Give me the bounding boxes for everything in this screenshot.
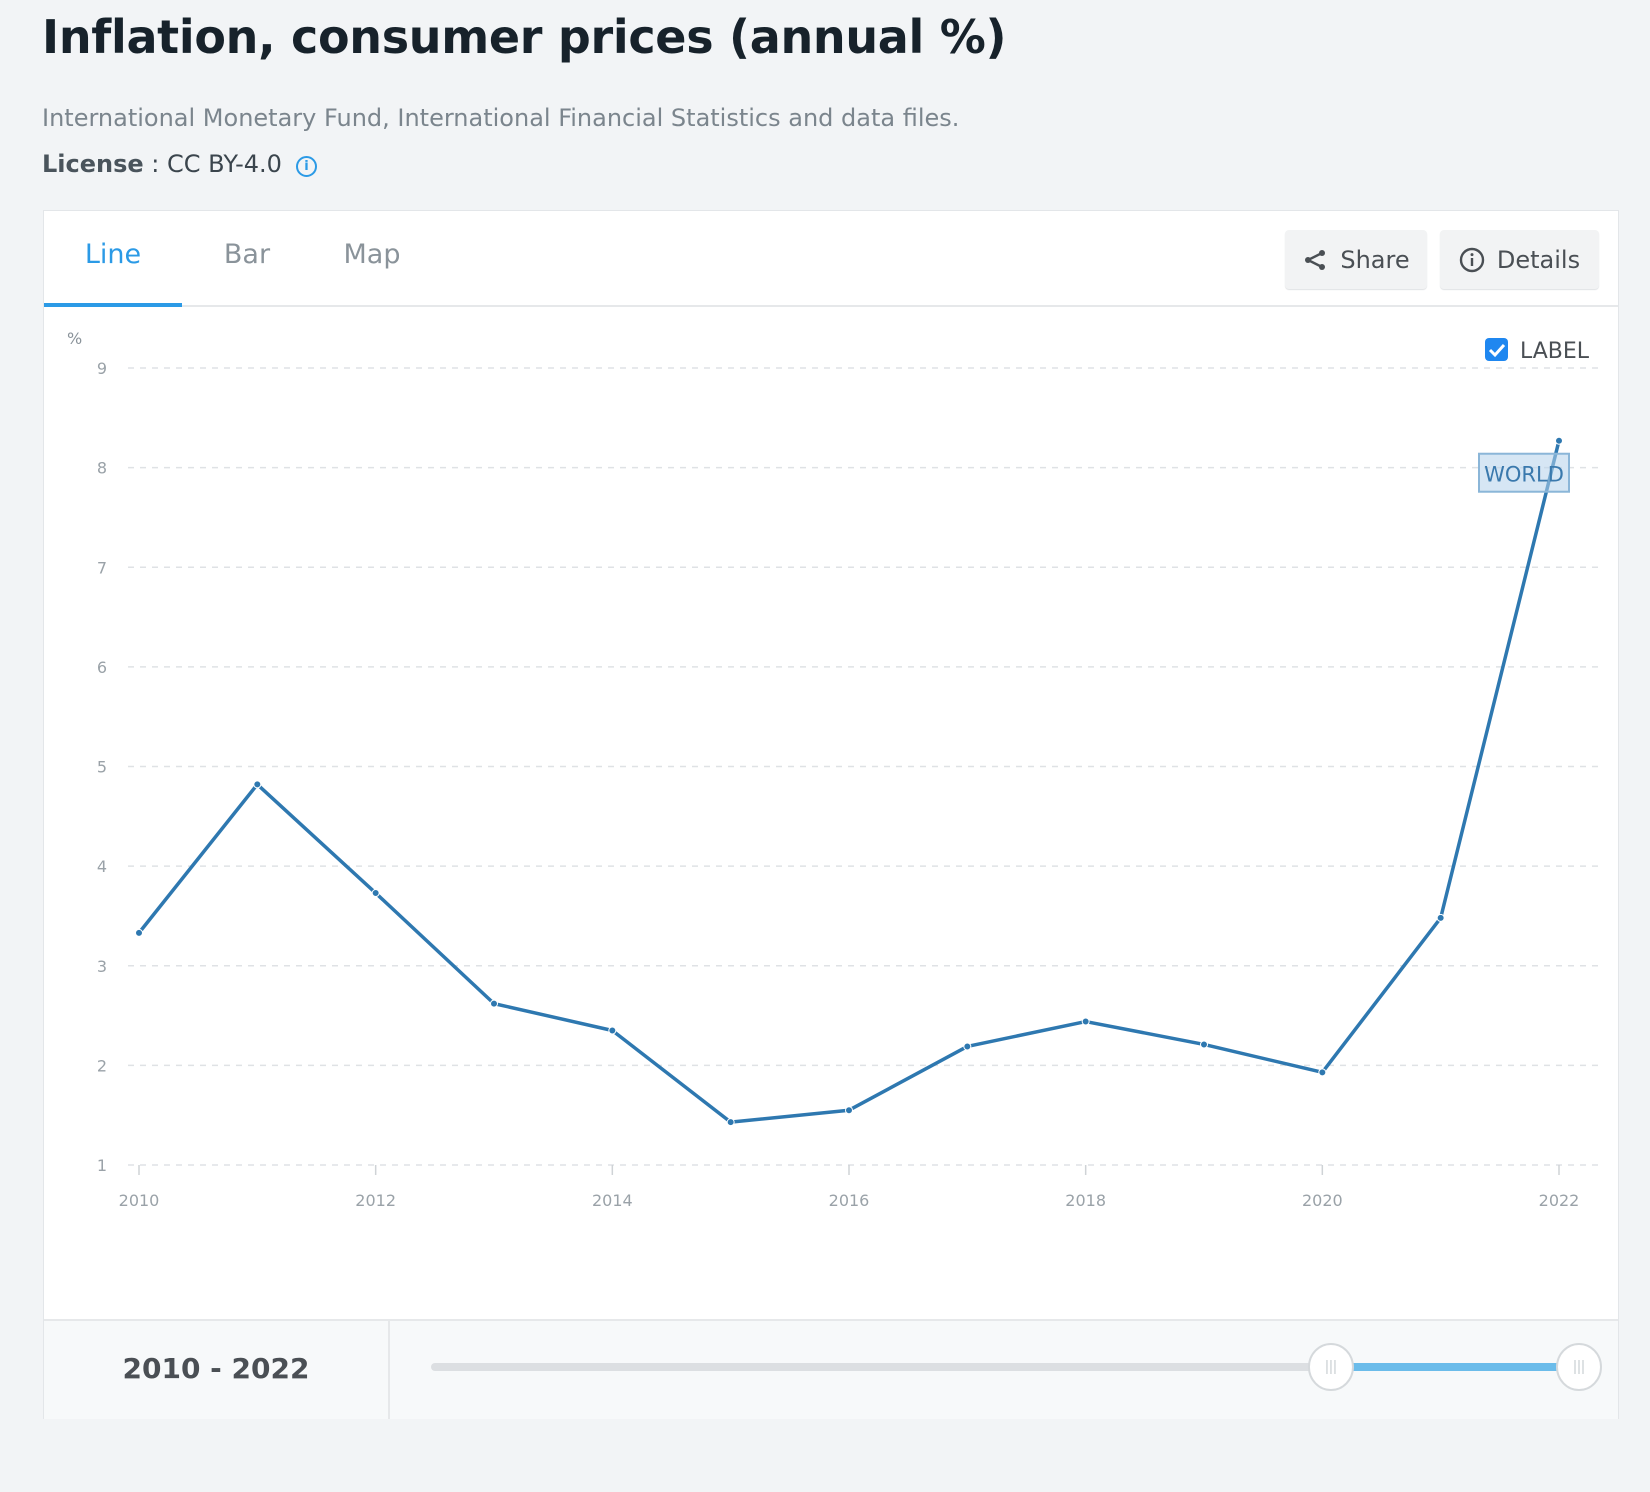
license-label: License <box>42 150 144 178</box>
y-tick-label: 7 <box>97 558 107 577</box>
data-point[interactable] <box>608 1026 617 1035</box>
info-icon[interactable]: i <box>295 156 317 177</box>
x-tick-label: 2022 <box>1539 1191 1580 1210</box>
tab-map[interactable]: Map <box>343 239 401 270</box>
y-tick-label: 6 <box>97 658 107 677</box>
x-tick-label: 2020 <box>1302 1191 1343 1210</box>
series-label: WORLD <box>1484 463 1564 487</box>
range-text: 2010 - 2022 <box>44 1321 390 1419</box>
data-source: International Monetary Fund, Internation… <box>42 104 960 132</box>
data-point[interactable] <box>490 999 498 1008</box>
data-point[interactable] <box>1081 1017 1090 1026</box>
slider-selection <box>1330 1363 1579 1371</box>
license-sep: : <box>143 150 168 178</box>
label-toggle[interactable]: LABEL <box>1485 338 1590 364</box>
share-icon <box>1302 247 1328 273</box>
x-tick-label: 2018 <box>1065 1191 1106 1210</box>
chart-card: Line Bar Map Share Details % 1 2 3 4 5 6 7 8 9 2… <box>43 210 1619 1419</box>
page-title: Inflation, consumer prices (annual %) <box>42 10 1007 64</box>
license: License : CC BY-4.0 i <box>42 150 317 178</box>
y-tick-label: 8 <box>97 459 107 478</box>
line-chart: % 1 2 3 4 5 6 7 8 9 2010 2012 2014 2016 2018 2020 2022… <box>67 329 1601 1210</box>
tab-line[interactable]: Line <box>44 211 182 307</box>
range-slider[interactable] <box>390 1321 1618 1421</box>
y-tick-label: 4 <box>97 857 107 876</box>
y-tick-label: 2 <box>97 1056 107 1075</box>
chart-tabs: Line Bar Map Share Details <box>44 211 1618 307</box>
series-line-world[interactable] <box>137 440 1561 1124</box>
data-point[interactable] <box>253 780 262 789</box>
data-point[interactable] <box>1200 1040 1208 1049</box>
details-button[interactable]: Details <box>1440 230 1599 289</box>
license-value: CC BY-4.0 <box>167 150 282 178</box>
info-circle-icon <box>1459 247 1485 273</box>
tab-bar[interactable]: Bar <box>223 239 271 270</box>
slider-handle-start[interactable] <box>1307 1343 1354 1391</box>
y-tick-label: 5 <box>97 758 107 777</box>
data-point[interactable] <box>135 928 143 937</box>
data-point[interactable] <box>371 889 380 898</box>
x-tick-label: 2010 <box>119 1191 160 1210</box>
y-axis-unit: % <box>67 329 82 348</box>
data-point[interactable] <box>845 1106 853 1115</box>
data-point[interactable] <box>726 1118 735 1127</box>
data-point[interactable] <box>963 1042 972 1051</box>
y-tick-label: 3 <box>97 957 107 976</box>
label-toggle-text: LABEL <box>1520 339 1590 364</box>
x-tick-label: 2016 <box>829 1191 870 1210</box>
data-point[interactable] <box>1436 913 1445 922</box>
checkmark-icon <box>1488 343 1506 358</box>
data-point[interactable] <box>1555 436 1563 445</box>
data-point[interactable] <box>1318 1068 1327 1077</box>
share-button[interactable]: Share <box>1285 230 1427 289</box>
x-tick-label: 2012 <box>355 1191 396 1210</box>
y-tick-label: 1 <box>97 1156 107 1175</box>
share-label: Share <box>1340 245 1410 274</box>
slider-track <box>431 1363 1536 1371</box>
y-tick-label: 9 <box>97 359 107 378</box>
label-checkbox[interactable] <box>1485 338 1508 361</box>
series-label-box <box>1478 452 1570 493</box>
details-label: Details <box>1496 245 1581 274</box>
slider-handle-end[interactable] <box>1556 1343 1602 1391</box>
range-bar: 2010 - 2022 <box>44 1319 1618 1419</box>
x-tick-label: 2014 <box>592 1191 633 1210</box>
